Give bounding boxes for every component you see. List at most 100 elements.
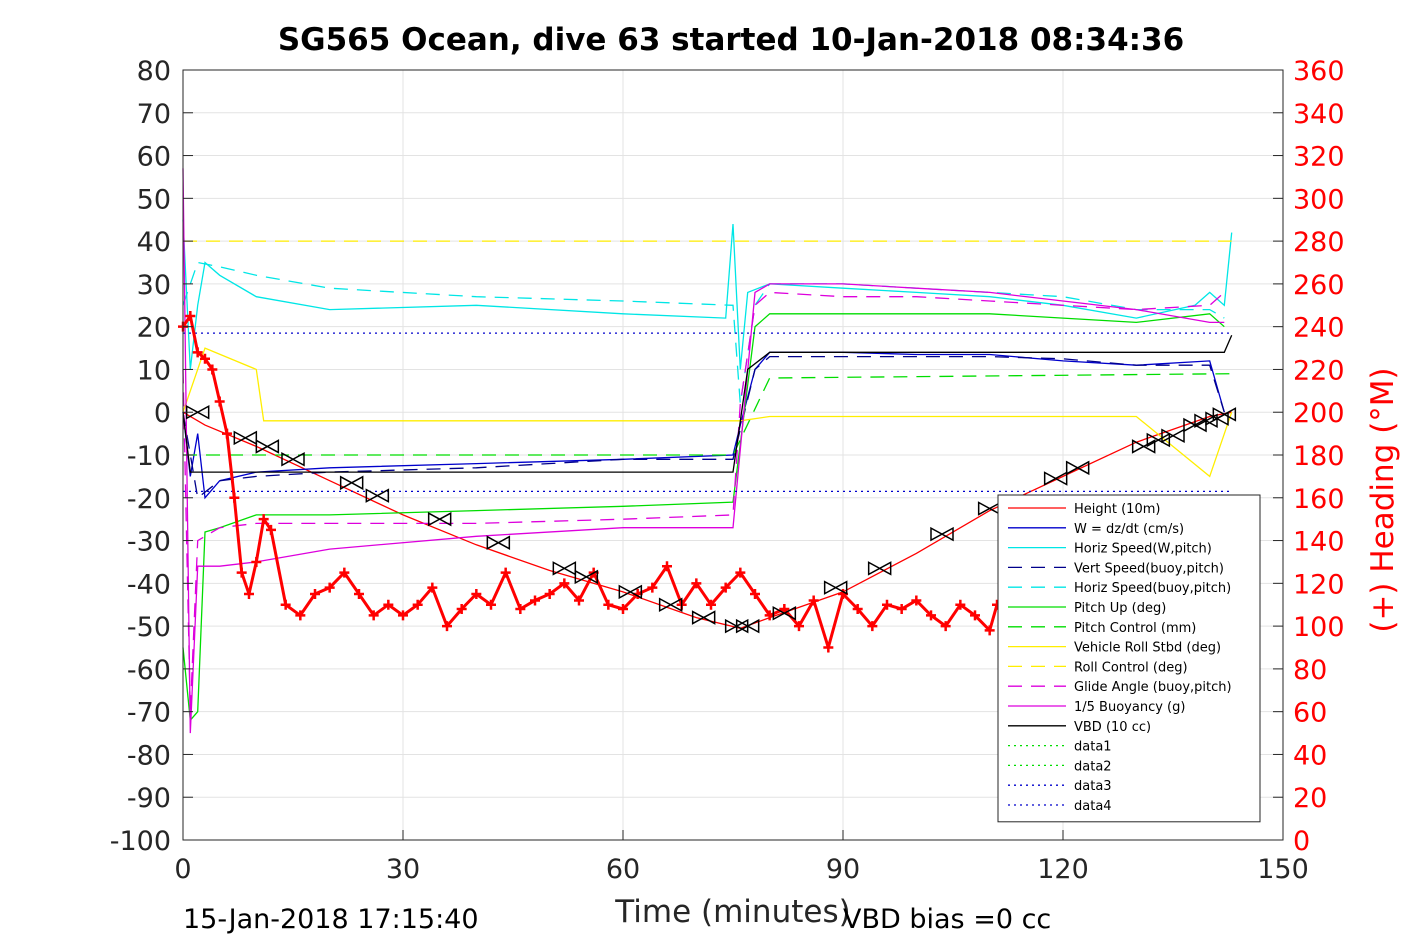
heading-point — [720, 582, 731, 593]
gc-marker — [339, 475, 364, 491]
y-right-tick-label: 340 — [1293, 99, 1345, 130]
gc-marker — [1065, 460, 1090, 476]
legend-box — [997, 494, 1261, 823]
series-line-1 — [182, 351, 1225, 500]
chart-title: SG565 Ocean, dive 63 started 10-Jan-2018… — [278, 22, 1184, 58]
footer-vbd-bias: VBD bias =0 cc — [843, 904, 1051, 935]
heading-point — [354, 589, 364, 600]
heading-point — [324, 582, 335, 593]
legend-label: Vehicle Roll Stbd (deg) — [1074, 641, 1221, 656]
series-line-7 — [182, 347, 1233, 478]
heading-point — [896, 604, 907, 614]
heading-point — [280, 599, 291, 610]
legend-label: Pitch Control (mm) — [1074, 621, 1196, 636]
heading-point — [852, 604, 863, 614]
heading-point — [383, 599, 394, 610]
gc-marker — [1146, 432, 1171, 448]
y-right-tick-label: 120 — [1293, 569, 1345, 600]
gc-marker — [658, 597, 683, 612]
y-tick-label: -20 — [127, 484, 171, 515]
y-tick-label: 0 — [154, 398, 171, 429]
legend-label: data2 — [1074, 759, 1112, 774]
gc-marker — [427, 511, 452, 527]
heading-point — [691, 578, 702, 589]
gc-marker — [867, 561, 892, 576]
legend-label: Pitch Up (deg) — [1074, 601, 1166, 616]
heading-point — [515, 604, 526, 614]
y-tick-label: -100 — [110, 826, 171, 857]
y-tick-label: 50 — [137, 184, 171, 215]
gc-marker — [281, 452, 305, 467]
x-tick-label: 60 — [606, 854, 640, 885]
series-line-10 — [182, 168, 1225, 734]
legend-label: 1/5 Buoyancy (g) — [1074, 700, 1185, 715]
x-tick-label: 150 — [1257, 854, 1309, 885]
heading-point — [412, 599, 423, 610]
y-right-tick-label: 320 — [1293, 142, 1345, 173]
series-line-3 — [182, 355, 1225, 499]
heading-point — [214, 396, 225, 407]
heading-point — [398, 610, 408, 621]
gc-marker — [365, 488, 390, 503]
heading-point — [559, 578, 570, 589]
y-tick-label: -30 — [127, 527, 171, 558]
y-tick-label: -40 — [127, 569, 171, 600]
y-axis-left: 80 70 60 50 40 30 20 10 0 -10 -20 -30 -40 -50 -60 -70 -8… — [110, 56, 193, 857]
x-tick-label: 120 — [1037, 854, 1089, 885]
gc-marker — [552, 561, 577, 576]
legend-label: data3 — [1074, 779, 1112, 794]
heading-point — [192, 347, 203, 358]
y-right-tick-label: 200 — [1293, 398, 1345, 429]
heading-point — [794, 621, 804, 632]
y-tick-label: 60 — [137, 142, 171, 173]
heading-point — [310, 589, 320, 600]
heading-point — [940, 621, 951, 632]
heading-point — [882, 599, 892, 610]
heading-point — [823, 642, 834, 653]
gc-marker — [930, 526, 954, 542]
heading-point — [970, 610, 980, 621]
heading-layer — [178, 310, 1002, 653]
legend-label: data1 — [1074, 740, 1112, 755]
heading-point — [911, 595, 922, 606]
heading-point — [926, 610, 936, 621]
heading-point — [222, 428, 232, 439]
series-line-0 — [182, 411, 1232, 629]
heading-point — [544, 589, 555, 600]
gc-marker — [735, 618, 760, 634]
heading-point — [955, 599, 966, 610]
y-tick-label: -70 — [127, 698, 171, 729]
gc-marker — [772, 606, 797, 621]
y-right-tick-label: 40 — [1293, 740, 1327, 771]
gc-marker — [486, 535, 511, 550]
y-right-tick-label: 80 — [1293, 655, 1327, 686]
y-tick-label: 70 — [137, 99, 171, 130]
heading-point — [867, 621, 878, 632]
y-right-tick-label: 360 — [1293, 56, 1345, 87]
x-axis-label: Time (minutes) — [614, 894, 850, 930]
y-right-tick-label: 260 — [1293, 270, 1345, 301]
gc-marker — [1043, 471, 1068, 486]
gc-marker — [823, 580, 848, 595]
gc-marker — [1212, 407, 1237, 422]
heading-point — [207, 364, 218, 375]
heading-point — [244, 589, 254, 600]
heading-point — [500, 567, 511, 578]
series-line-11 — [182, 334, 1233, 473]
heading-point — [471, 589, 482, 600]
y-axis-right-label: (+) Heading (°M) — [1365, 367, 1401, 632]
y-right-tick-label: 300 — [1293, 184, 1345, 215]
legend-label: Vert Speed(buoy,pitch) — [1074, 561, 1224, 576]
legend-label: W = dz/dt (cm/s) — [1074, 522, 1184, 537]
y-right-tick-label: 180 — [1293, 441, 1345, 472]
heading-point — [735, 567, 746, 578]
series-line-4 — [182, 261, 1225, 404]
footer-timestamp: 15-Jan-2018 17:15:40 — [183, 904, 479, 935]
y-right-tick-label: 240 — [1293, 313, 1345, 344]
y-tick-label: -80 — [127, 740, 171, 771]
heading-point — [258, 514, 269, 525]
series-line-5 — [182, 313, 1225, 722]
gc-marker — [1194, 413, 1218, 429]
y-tick-label: 80 — [137, 56, 171, 87]
